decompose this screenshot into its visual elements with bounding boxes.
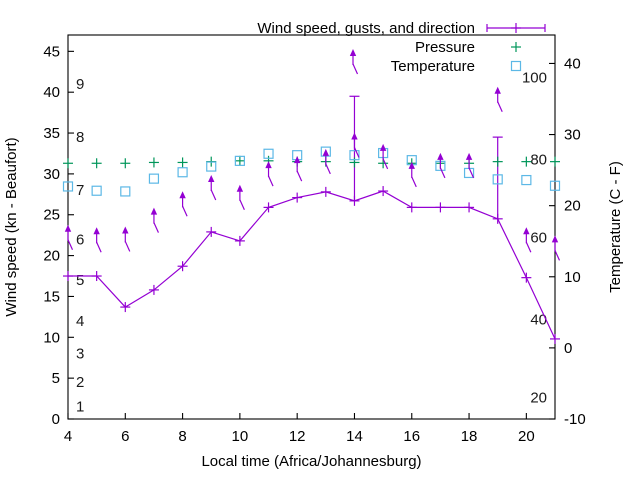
wind-direction-arrow	[93, 227, 102, 253]
beaufort-label: 5	[76, 272, 84, 289]
x-tick-label: 8	[178, 428, 186, 445]
wind-direction-arrow	[551, 235, 561, 261]
fahrenheit-label: 20	[530, 390, 547, 407]
temperature-point	[521, 174, 532, 186]
temperature-point	[120, 186, 131, 197]
wind-direction-arrow	[64, 224, 74, 251]
wind-direction-arrow	[465, 152, 475, 179]
y-tick-label: 30	[43, 166, 60, 183]
temperature-point	[349, 150, 360, 161]
legend-label-0: Wind speed, gusts, and direction	[257, 20, 475, 37]
fahrenheit-label: 100	[522, 70, 547, 87]
wind-direction-arrow	[408, 161, 417, 188]
y2-tick-label: 40	[564, 55, 581, 72]
x-tick-label: 10	[232, 428, 249, 445]
wind-direction-arrow	[523, 227, 532, 253]
wind-direction-arrow	[236, 184, 245, 211]
wind-direction-arrow	[437, 152, 446, 179]
wind-direction-arrow	[322, 148, 331, 175]
beaufort-label: 8	[76, 129, 84, 146]
legend-label-1: Pressure	[415, 39, 475, 56]
y2-tick-label: 20	[564, 198, 581, 215]
wind-direction-arrow	[293, 156, 303, 182]
x-axis-title: Local time (Africa/Johannesburg)	[201, 453, 421, 470]
y-tick-label: 45	[43, 43, 60, 60]
y-tick-label: 35	[43, 125, 60, 142]
x-tick-label: 14	[346, 428, 363, 445]
wind-direction-arrow	[150, 207, 159, 233]
x-tick-label: 20	[518, 428, 535, 445]
y2-tick-label: 0	[564, 340, 572, 357]
y-tick-label: 10	[43, 329, 60, 346]
wind-direction-arrow	[122, 226, 131, 252]
wind-speed-line	[68, 190, 556, 340]
temperature-point	[177, 167, 188, 178]
beaufort-label: 4	[76, 313, 84, 330]
temperature-point	[62, 181, 74, 192]
y-tick-label: 25	[43, 207, 60, 224]
beaufort-label: 9	[76, 76, 84, 93]
plot-border	[67, 34, 556, 420]
temperature-point	[263, 148, 274, 159]
fahrenheit-label: 40	[530, 311, 547, 328]
y-axis-title: Wind speed (kn - Beaufort)	[3, 137, 20, 316]
beaufort-label: 6	[76, 231, 84, 248]
legend-key-temperature	[510, 60, 522, 72]
x-tick-label: 18	[461, 428, 478, 445]
y2-tick-label: 10	[564, 269, 581, 286]
wind-direction-arrow	[208, 174, 217, 201]
temperature-point	[234, 155, 245, 166]
temperature-point	[492, 174, 503, 185]
x-tick-label: 6	[121, 428, 129, 445]
y-tick-label: 0	[52, 411, 60, 428]
wind-direction-arrow	[351, 132, 360, 158]
temperature-point	[206, 161, 217, 172]
y-tick-label: 20	[43, 248, 60, 265]
y2-tick-label: -10	[564, 411, 586, 428]
wind-direction-arrow	[379, 143, 389, 170]
temperature-point	[549, 180, 561, 191]
fahrenheit-label: 80	[530, 151, 547, 168]
temperature-point	[91, 185, 102, 196]
y-tick-label: 40	[43, 84, 60, 101]
wind-direction-arrow	[179, 191, 188, 217]
x-tick-label: 12	[289, 428, 306, 445]
y2-axis-title: Temperature (C - F)	[607, 161, 624, 293]
beaufort-label: 1	[76, 399, 84, 416]
y-tick-label: 5	[52, 370, 60, 387]
wind-direction-arrow	[265, 161, 274, 187]
y2-tick-label: 30	[564, 127, 581, 144]
beaufort-label: 7	[76, 182, 84, 199]
legend-key-direction-arrow	[349, 49, 359, 75]
x-tick-label: 16	[403, 428, 420, 445]
wind-direction-arrow	[494, 86, 503, 112]
y-tick-label: 15	[43, 288, 60, 305]
beaufort-label: 3	[76, 346, 84, 363]
temperature-point	[148, 173, 160, 184]
x-tick-label: 4	[64, 428, 72, 445]
fahrenheit-label: 60	[530, 230, 547, 247]
beaufort-label: 2	[76, 374, 84, 391]
legend-label-2: Temperature	[391, 58, 475, 75]
